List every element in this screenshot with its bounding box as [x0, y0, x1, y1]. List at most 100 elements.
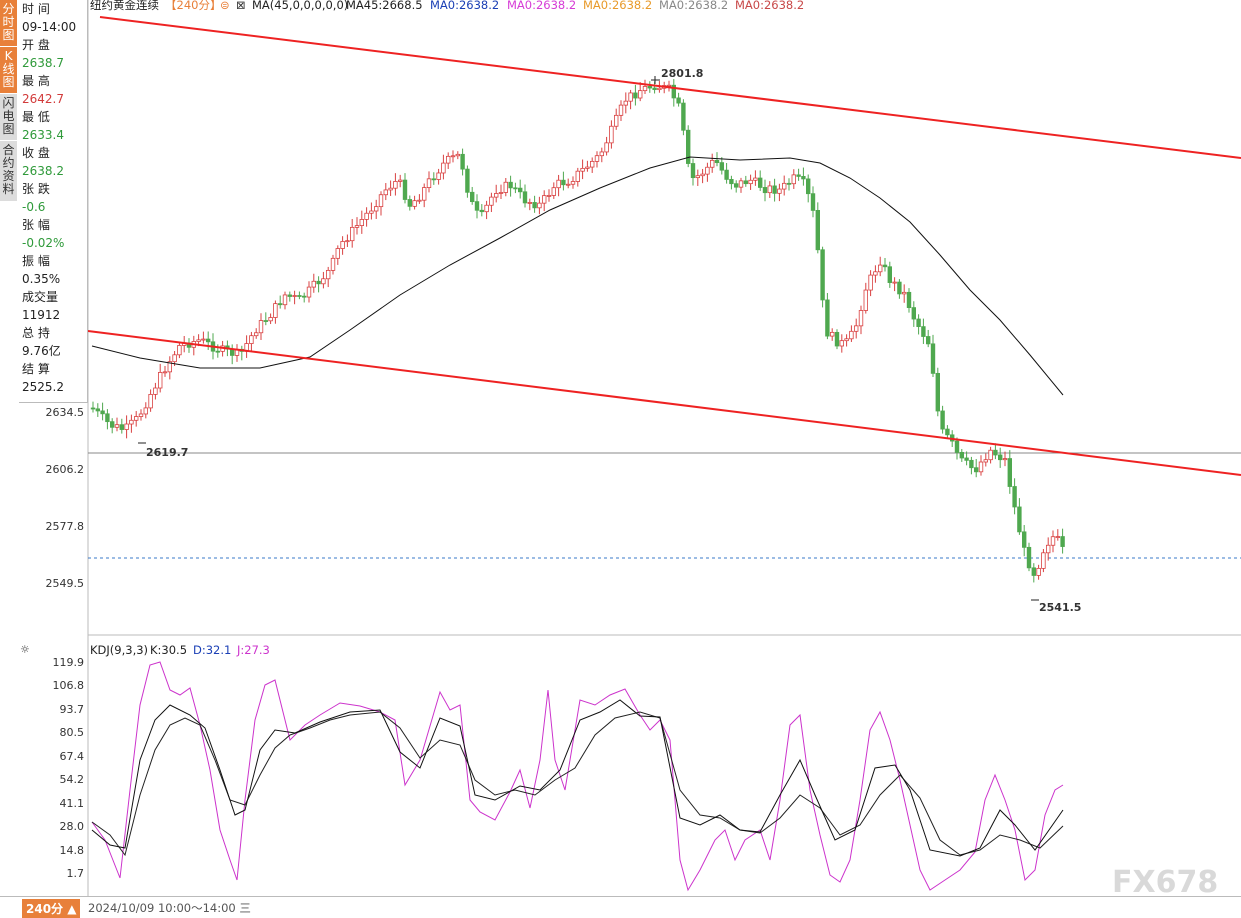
- candle[interactable]: [791, 174, 796, 185]
- candle[interactable]: [796, 174, 801, 177]
- candle[interactable]: [551, 187, 556, 196]
- candle[interactable]: [167, 361, 172, 373]
- candle[interactable]: [671, 84, 676, 99]
- candle[interactable]: [95, 408, 100, 412]
- candle[interactable]: [762, 187, 768, 194]
- candle[interactable]: [614, 114, 619, 127]
- candle[interactable]: [349, 226, 355, 242]
- candle[interactable]: [340, 241, 345, 249]
- candle[interactable]: [801, 176, 806, 180]
- candle[interactable]: [417, 199, 422, 202]
- candle[interactable]: [157, 372, 163, 389]
- candle[interactable]: [911, 307, 916, 320]
- period-selector[interactable]: 240分 ▲: [22, 899, 81, 918]
- candle[interactable]: [590, 160, 595, 168]
- candle[interactable]: [1002, 458, 1008, 461]
- candle[interactable]: [623, 100, 628, 106]
- candle[interactable]: [878, 264, 883, 273]
- candle[interactable]: [604, 142, 609, 153]
- lower-trendline[interactable]: [87, 330, 1241, 476]
- candle[interactable]: [897, 281, 902, 295]
- candle[interactable]: [325, 269, 331, 280]
- candle[interactable]: [407, 199, 412, 207]
- candle[interactable]: [686, 129, 691, 164]
- candle[interactable]: [935, 372, 940, 412]
- candle[interactable]: [508, 181, 513, 189]
- candle[interactable]: [527, 202, 532, 204]
- candle[interactable]: [119, 424, 124, 430]
- candle[interactable]: [570, 181, 576, 185]
- candle[interactable]: [767, 185, 772, 194]
- candle[interactable]: [714, 159, 720, 164]
- candle[interactable]: [594, 155, 600, 162]
- candle[interactable]: [1036, 567, 1041, 576]
- tab-lightning[interactable]: 闪电图: [0, 94, 17, 140]
- candle[interactable]: [388, 187, 393, 191]
- candle[interactable]: [666, 84, 672, 87]
- candle[interactable]: [258, 320, 264, 334]
- candle[interactable]: [277, 303, 283, 306]
- candle[interactable]: [542, 195, 547, 204]
- candle[interactable]: [1022, 531, 1027, 548]
- candle[interactable]: [436, 172, 441, 180]
- candle[interactable]: [1055, 536, 1060, 538]
- candle[interactable]: [993, 449, 998, 456]
- candle[interactable]: [705, 166, 710, 175]
- candle[interactable]: [205, 338, 211, 343]
- candle[interactable]: [681, 102, 686, 131]
- candle[interactable]: [306, 286, 312, 298]
- tab-timeshare[interactable]: 分时图: [0, 0, 17, 46]
- candle[interactable]: [100, 410, 105, 415]
- candle[interactable]: [148, 393, 153, 409]
- candle[interactable]: [129, 419, 134, 425]
- candle[interactable]: [974, 467, 979, 473]
- candle[interactable]: [263, 320, 268, 322]
- candle[interactable]: [940, 410, 945, 430]
- candle[interactable]: [364, 212, 369, 220]
- indicator-icon[interactable]: ⊠: [236, 0, 246, 12]
- candle[interactable]: [378, 194, 384, 208]
- candle[interactable]: [820, 249, 825, 301]
- candle[interactable]: [753, 177, 758, 181]
- candle[interactable]: [902, 291, 907, 295]
- candle[interactable]: [546, 195, 552, 197]
- candle[interactable]: [633, 92, 638, 99]
- candle[interactable]: [124, 423, 129, 430]
- candle[interactable]: [268, 317, 273, 322]
- candle[interactable]: [642, 86, 648, 92]
- candle[interactable]: [854, 325, 859, 332]
- candle[interactable]: [868, 274, 873, 291]
- candle[interactable]: [292, 295, 297, 297]
- candle[interactable]: [777, 188, 782, 194]
- candle[interactable]: [969, 459, 974, 469]
- candle[interactable]: [369, 210, 374, 214]
- candle[interactable]: [849, 330, 854, 340]
- candle[interactable]: [748, 179, 753, 185]
- candle[interactable]: [373, 206, 379, 212]
- candle[interactable]: [537, 202, 542, 209]
- candle[interactable]: [964, 457, 969, 461]
- candle[interactable]: [489, 196, 494, 206]
- candle[interactable]: [143, 407, 148, 415]
- candle[interactable]: [676, 97, 681, 104]
- candle[interactable]: [441, 162, 446, 174]
- candle[interactable]: [359, 219, 364, 226]
- candle[interactable]: [402, 179, 408, 200]
- candle[interactable]: [426, 178, 432, 188]
- candle[interactable]: [609, 125, 614, 144]
- candle[interactable]: [397, 179, 403, 182]
- candle[interactable]: [196, 339, 201, 342]
- candle[interactable]: [469, 191, 475, 203]
- candle[interactable]: [561, 179, 566, 186]
- candle[interactable]: [354, 225, 360, 228]
- candle[interactable]: [921, 326, 926, 337]
- candle[interactable]: [114, 424, 120, 428]
- candle[interactable]: [858, 310, 864, 327]
- candle[interactable]: [105, 413, 110, 423]
- candle[interactable]: [522, 191, 528, 204]
- candle[interactable]: [724, 169, 729, 180]
- candle[interactable]: [945, 428, 950, 436]
- candle[interactable]: [906, 291, 912, 309]
- candle[interactable]: [988, 449, 993, 461]
- candle[interactable]: [786, 182, 792, 185]
